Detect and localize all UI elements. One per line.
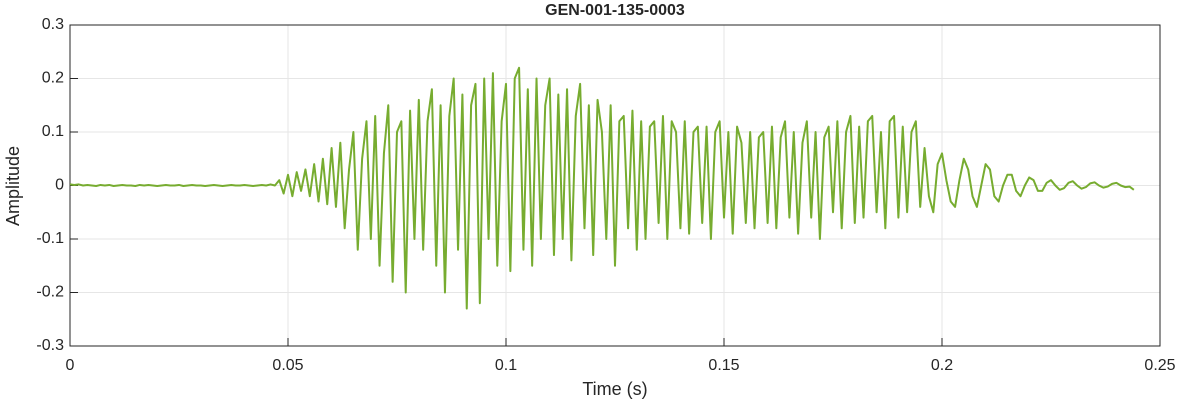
x-tick-label: 0.2 xyxy=(931,357,953,374)
y-tick-label: -0.1 xyxy=(36,230,64,247)
x-tick-label: 0.15 xyxy=(708,357,739,374)
x-tick-label: 0.25 xyxy=(1144,357,1175,374)
y-tick-label: 0.1 xyxy=(42,123,64,140)
y-axis-label: Amplitude xyxy=(3,146,23,226)
chart-title: GEN-001-135-0003 xyxy=(545,2,685,19)
y-tick-label: 0.3 xyxy=(42,16,64,33)
x-tick-label: 0.05 xyxy=(272,357,303,374)
x-tick-label: 0.1 xyxy=(495,357,517,374)
y-tick-label: 0.2 xyxy=(42,70,64,87)
axes-box xyxy=(69,24,1161,347)
x-axis-label: Time (s) xyxy=(582,379,647,399)
y-tick-label: -0.2 xyxy=(36,284,64,301)
y-tick-label: -0.3 xyxy=(36,337,64,354)
x-tick-label: 0 xyxy=(66,357,75,374)
y-tick-label: 0 xyxy=(55,177,64,194)
waveform-line xyxy=(69,66,1135,310)
